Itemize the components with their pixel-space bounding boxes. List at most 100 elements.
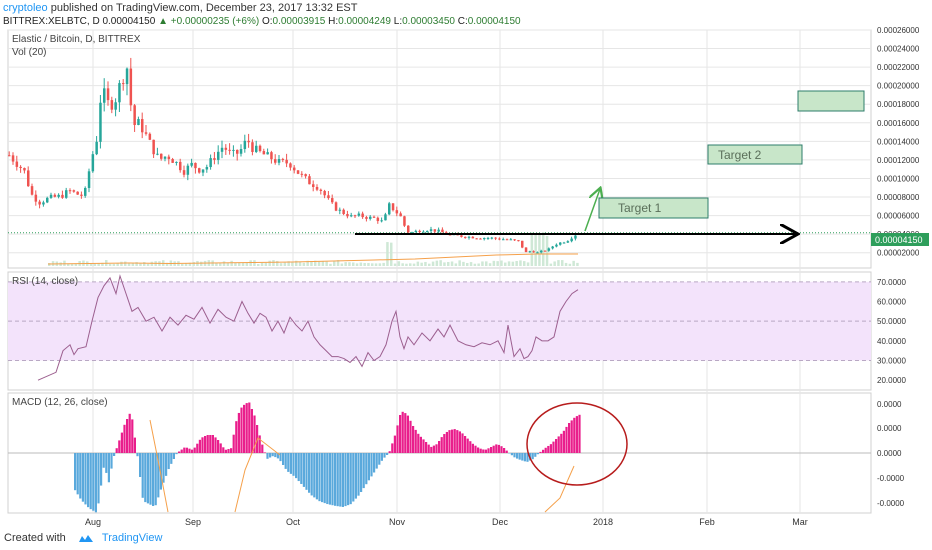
macd-histogram-bar [305,453,308,490]
target-1-box[interactable] [598,197,709,219]
candle-body [315,186,319,190]
volume-bar [188,262,192,266]
volume-bar [420,262,423,266]
macd-histogram-bar [505,450,508,453]
candle-body [30,186,34,195]
candle-body [110,100,114,110]
open-value: 0.00003915 [272,16,326,27]
macd-tick-label: 0.0000 [877,424,902,433]
volume-bar [219,263,222,266]
candle-body [555,244,558,247]
macd-histogram-bar [131,419,134,453]
macd-histogram-bar [414,429,417,453]
macd-histogram-bar [396,425,399,453]
macd-histogram-bar [471,443,474,453]
macd-histogram-bar [185,447,188,453]
macd-histogram-bar [284,453,287,469]
candle-body [258,145,262,152]
volume-bar [549,263,553,266]
macd-histogram-bar [292,453,295,476]
candle-body [8,155,11,157]
candle-body [91,154,95,172]
macd-histogram-bar [79,453,82,499]
macd-histogram-bar [477,447,480,453]
date-tick-label: Sep [185,517,201,527]
macd-histogram-bar [269,453,272,458]
candle-body [559,242,562,245]
candle-body [464,236,467,238]
candle-body [486,237,490,239]
macd-histogram-bar [183,447,186,453]
drawings[interactable] [355,189,796,486]
volume-bar [249,260,252,266]
macd-histogram-bar [526,453,529,462]
macd-histogram-bar [139,453,142,477]
tradingview-link[interactable]: TradingView [101,532,163,544]
candle-body [357,213,361,216]
macd-histogram-bar [513,453,516,458]
volume-bar [424,261,427,266]
macd-histogram-bar [560,433,563,453]
price-tick-label: 0.00026000 [877,26,920,35]
volume-bar [340,263,344,266]
current-price-tag-label: 0.00004150 [875,235,923,245]
candle-body [289,163,292,168]
macd-histogram-bar [154,453,157,506]
macd-histogram-bar [302,453,305,487]
date-tick-label: Oct [286,517,301,527]
macd-histogram-bar [243,404,246,453]
target-3-box[interactable] [797,90,865,112]
volume-bar [120,261,123,266]
candle-body [403,216,406,226]
high-label: H: [328,16,339,27]
macd-histogram-bar [417,433,420,453]
volume-bar [317,261,321,266]
candle-body [281,159,285,161]
macd-histogram-bar [549,444,552,453]
candle-body [167,156,171,160]
candle-body [53,194,57,197]
volume-bar [245,262,249,266]
macd-histogram-bar [393,435,396,453]
candle-body [76,191,79,195]
macd-histogram-bar [165,453,168,476]
candle-body [239,149,243,154]
volume-bar [238,262,241,266]
volume-bar [367,263,370,266]
author-link[interactable]: cryptoleo [3,2,48,14]
macd-histogram-bar [250,409,253,453]
candle-body [186,165,190,175]
macd-histogram-bar [536,453,539,455]
candle-body [114,102,117,110]
price-tick-label: 0.00018000 [877,100,920,109]
macd-histogram-bar [575,416,578,453]
volume-bar [488,263,492,266]
candle-body [509,239,513,241]
candle-body [141,119,144,133]
candle-body [87,171,91,188]
main-pane-title: Elastic / Bitcoin, D, BITTREX [12,34,141,45]
macd-histogram-bar [323,453,326,504]
candle-body [65,190,68,198]
target-2-box[interactable] [707,144,803,165]
volume-bar [291,261,294,266]
price-tick-label: 0.00006000 [877,212,920,221]
volume-bar [253,260,256,266]
candle-body [521,240,524,248]
macd-histogram-bar [227,448,230,453]
volume-bar [124,261,127,266]
target-1-label: Target 1 [618,201,662,215]
macd-histogram-bar [175,453,178,455]
candle-body [277,159,281,163]
macd-histogram-bar [419,436,422,453]
candle-body [494,237,497,239]
volume-bar [336,260,340,266]
volume-bar [386,242,389,266]
macd-histogram-bar [308,453,311,493]
candle-body [182,170,186,175]
candle-body [380,220,383,222]
volume-bar [397,261,401,266]
volume-bar [401,263,404,266]
candle-body [152,139,155,155]
